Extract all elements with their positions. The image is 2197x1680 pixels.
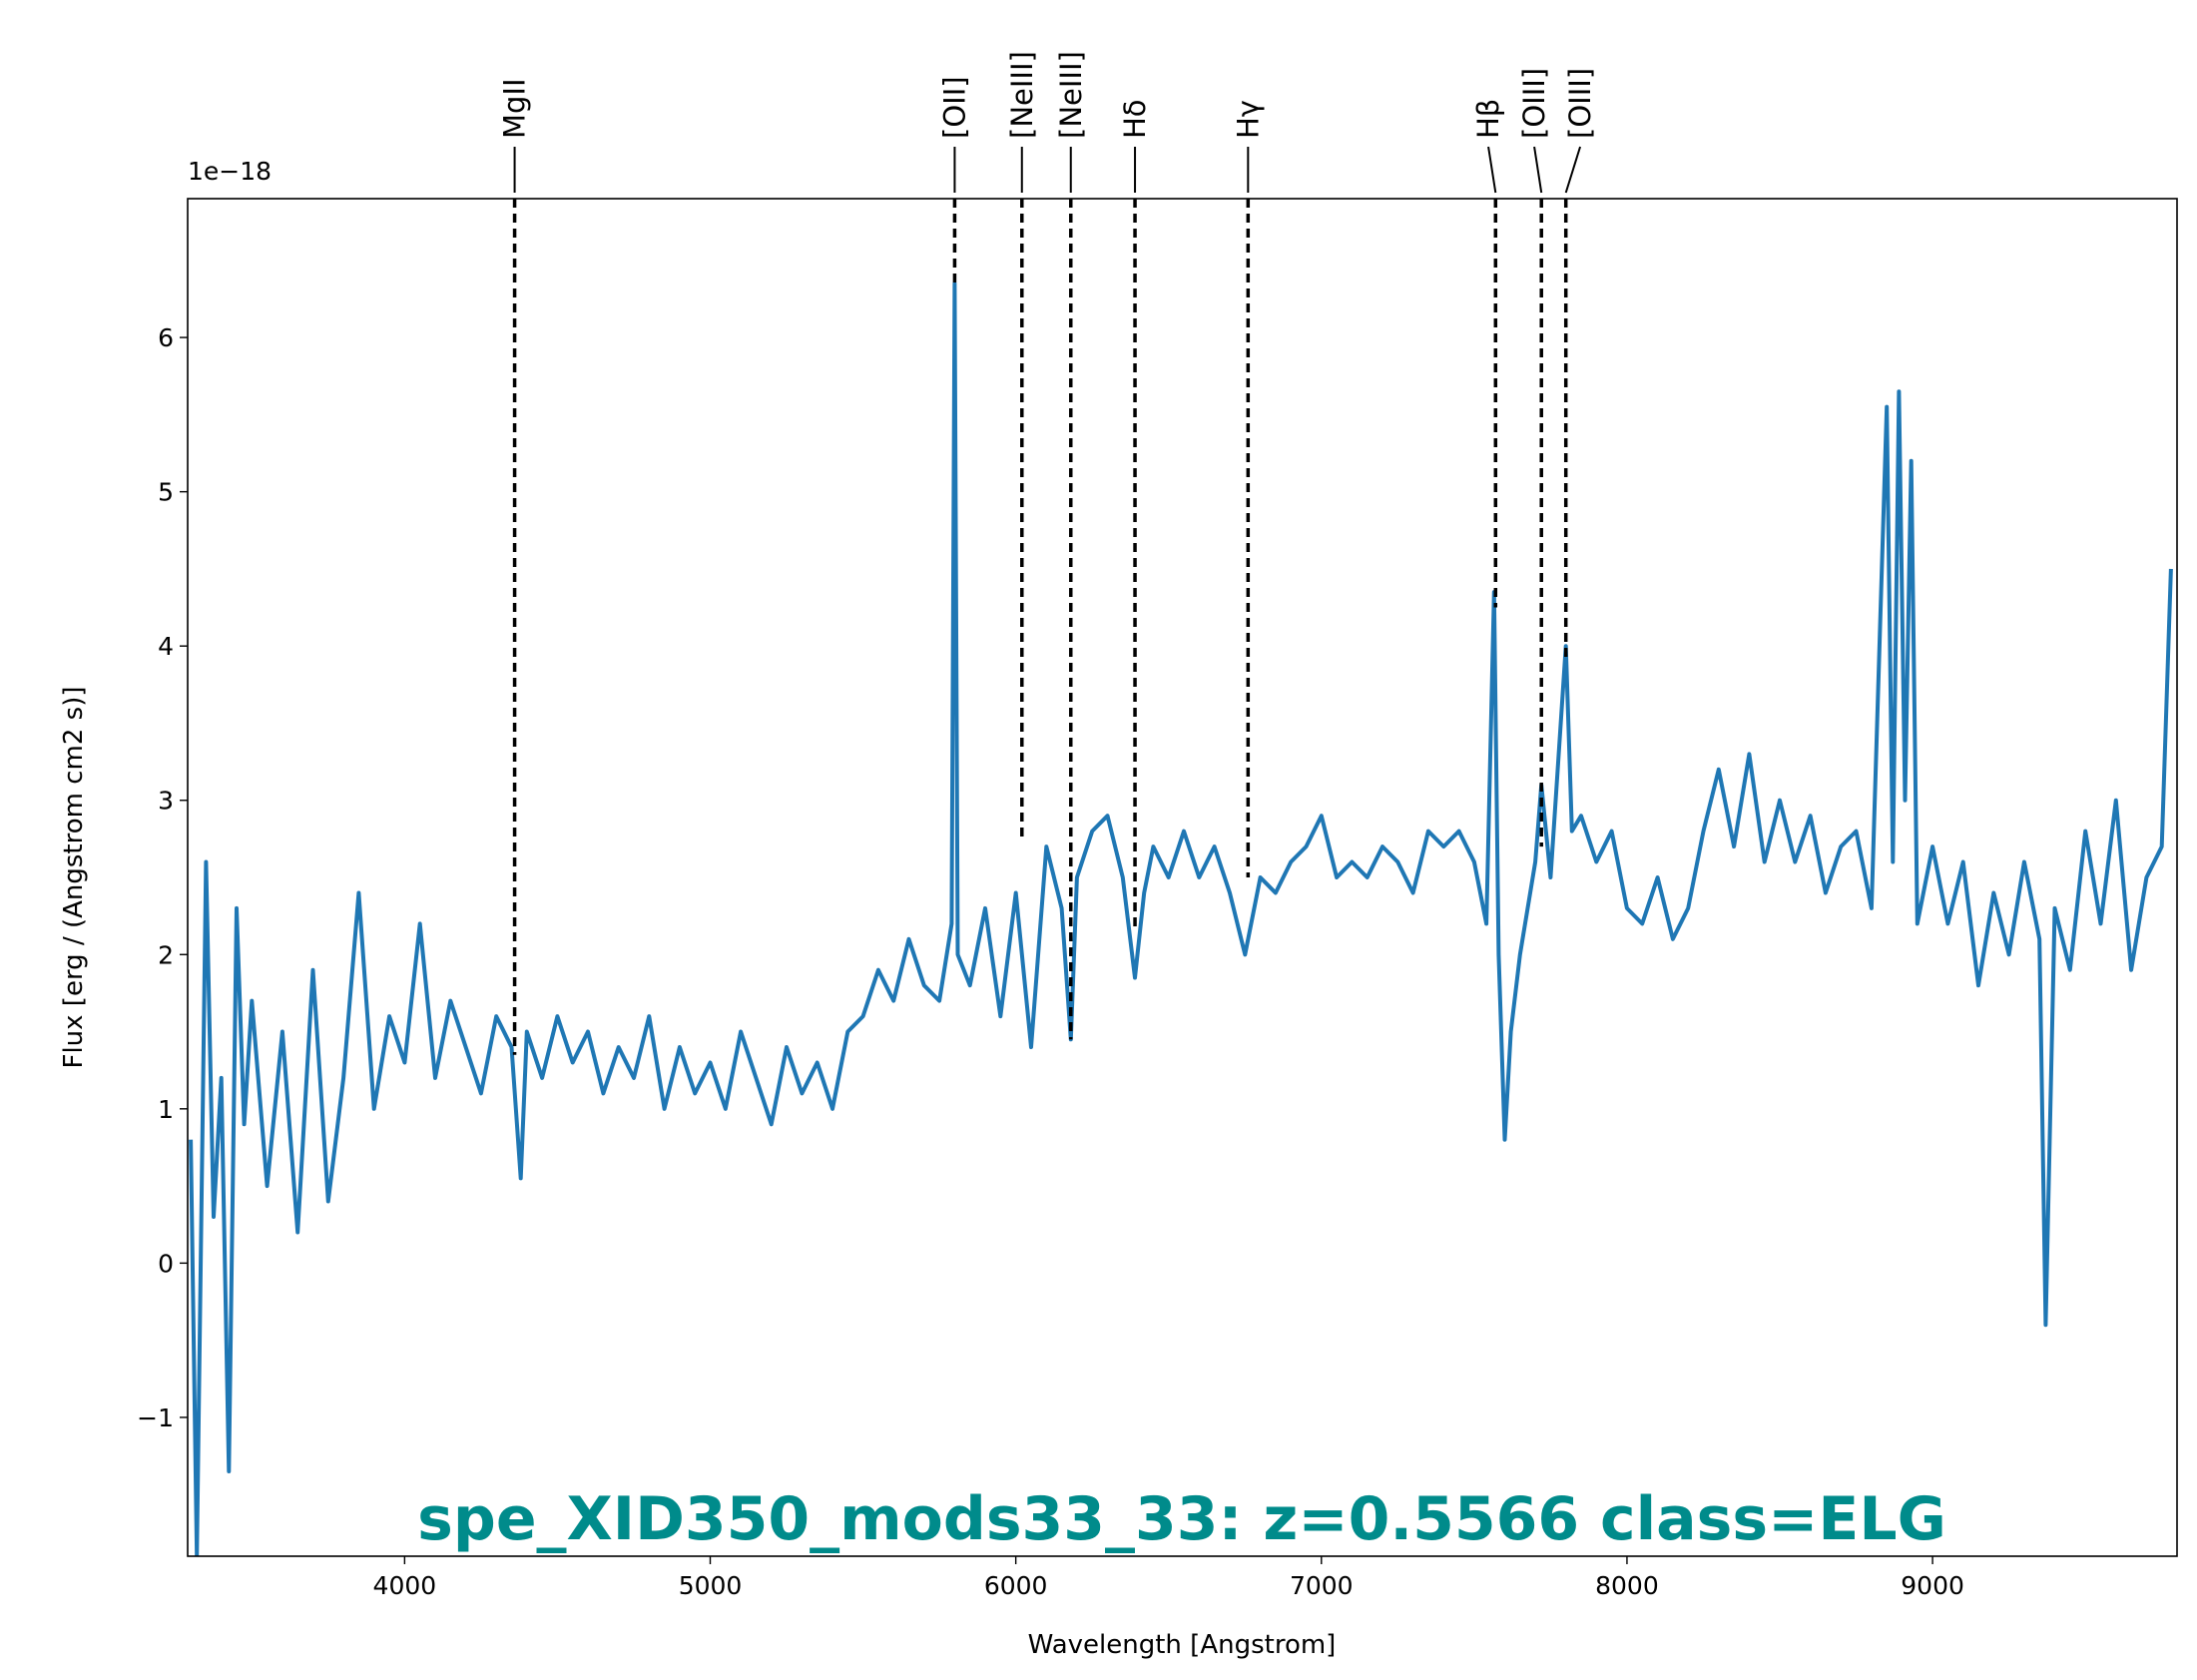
y-tick-label: −1 [137, 1403, 174, 1432]
plot-frame [187, 198, 2178, 1557]
x-tick-label: 9000 [1901, 1571, 1964, 1600]
y-tick-label: 6 [158, 323, 174, 352]
label-leader [1487, 146, 1497, 194]
chart-title: spe_XID350_mods33_33: z=0.5566 class=ELG [417, 1484, 1946, 1554]
label-leader [1564, 146, 1582, 194]
y-tick-label: 0 [158, 1249, 174, 1278]
y-axis-label: Flux [erg / (Angstrom cm2 s)] [59, 686, 89, 1068]
line-label: [NeIII] [1005, 51, 1039, 139]
y-tick-label: 4 [158, 632, 174, 661]
x-tick-label: 6000 [984, 1571, 1048, 1600]
line-label: Hδ [1118, 99, 1152, 139]
x-tick-label: 7000 [1290, 1571, 1354, 1600]
y-tick-label: 1 [158, 1095, 174, 1124]
x-tick-label: 4000 [373, 1571, 437, 1600]
y-offset-label: 1e−18 [188, 157, 272, 186]
y-tick-label: 5 [158, 478, 174, 507]
y-tick-label: 2 [158, 940, 174, 969]
spectrum-line [189, 281, 2173, 1556]
x-tick-label: 5000 [679, 1571, 743, 1600]
plot-area [189, 281, 2173, 1556]
line-label: [NeIII] [1054, 51, 1088, 139]
label-leader [1533, 146, 1543, 194]
line-label: [OII] [937, 76, 971, 139]
x-axis-label: Wavelength [Angstrom] [1028, 1630, 1337, 1660]
y-tick-label: 3 [158, 787, 174, 816]
line-label: [OIII] [1517, 68, 1551, 139]
line-label: Hγ [1231, 100, 1265, 139]
x-tick-label: 8000 [1595, 1571, 1659, 1600]
line-label: Hβ [1471, 99, 1505, 139]
line-label: MgII [498, 78, 532, 139]
line-label: [OIII] [1563, 68, 1597, 139]
